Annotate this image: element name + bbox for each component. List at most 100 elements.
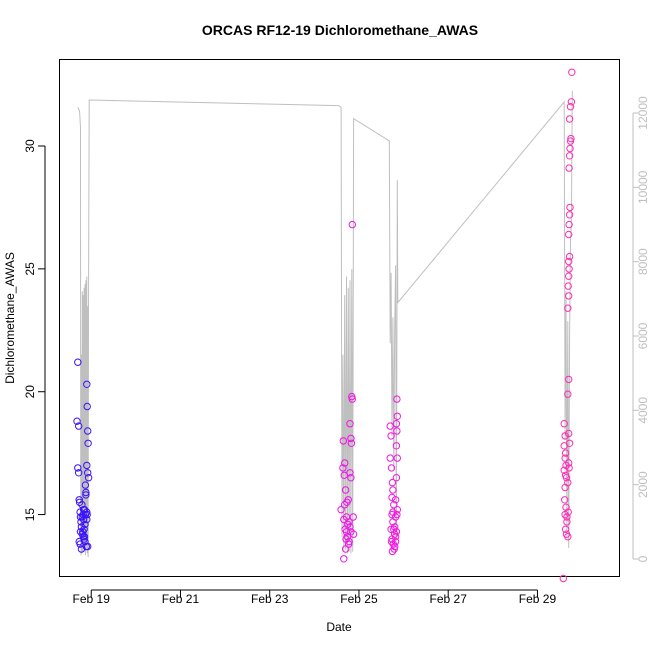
data-point bbox=[344, 496, 352, 504]
data-point bbox=[392, 442, 401, 450]
data-point bbox=[566, 103, 575, 111]
data-point bbox=[340, 555, 348, 563]
data-point bbox=[79, 528, 87, 536]
data-point bbox=[75, 422, 83, 430]
x-tick-label: Feb 21 bbox=[162, 592, 200, 606]
data-point bbox=[389, 508, 397, 516]
x-tick-label: Feb 23 bbox=[251, 592, 289, 606]
data-point bbox=[82, 488, 90, 497]
data-point bbox=[565, 292, 573, 300]
data-point bbox=[565, 272, 573, 280]
chart-title: ORCAS RF12-19 Dichloromethane_AWAS bbox=[202, 22, 478, 38]
data-point bbox=[393, 510, 401, 519]
data-point bbox=[559, 574, 567, 583]
y2-tick-label: 12000 bbox=[636, 96, 650, 130]
data-point bbox=[391, 496, 400, 504]
data-point bbox=[80, 535, 88, 543]
data-point bbox=[347, 434, 355, 443]
data-point bbox=[347, 439, 356, 447]
data-point bbox=[564, 478, 572, 487]
data-point bbox=[564, 304, 572, 312]
data-point bbox=[348, 395, 356, 403]
data-point bbox=[339, 437, 347, 445]
x-tick-label: Feb 27 bbox=[430, 592, 468, 606]
data-point bbox=[565, 257, 573, 266]
data-point bbox=[565, 115, 574, 123]
data-point bbox=[81, 481, 90, 489]
data-point bbox=[561, 449, 570, 457]
data-point bbox=[564, 533, 572, 541]
data-point bbox=[389, 486, 397, 494]
data-point bbox=[392, 474, 401, 482]
altitude-line bbox=[77, 90, 573, 558]
data-point bbox=[567, 134, 575, 143]
data-point bbox=[346, 420, 354, 428]
y-axis-right: 0 2000 4000 6000 8000 10000 12000 bbox=[632, 96, 650, 562]
data-point bbox=[84, 439, 92, 447]
data-point bbox=[81, 510, 90, 519]
data-point bbox=[345, 537, 353, 546]
data-point bbox=[560, 420, 568, 428]
x-tick-label: Feb 25 bbox=[340, 592, 378, 606]
data-point bbox=[565, 429, 573, 438]
data-point bbox=[565, 459, 573, 467]
data-point bbox=[565, 220, 573, 229]
data-point bbox=[393, 454, 401, 462]
data-point bbox=[567, 98, 576, 106]
data-point bbox=[74, 358, 82, 366]
data-point bbox=[83, 380, 91, 388]
data-point bbox=[563, 518, 571, 526]
data-point bbox=[561, 454, 569, 462]
data-point bbox=[390, 525, 398, 533]
y2-tick-label: 0 bbox=[636, 555, 650, 562]
data-point bbox=[345, 540, 353, 548]
data-point bbox=[565, 252, 574, 261]
data-point bbox=[565, 375, 573, 384]
y2-tick-label: 4000 bbox=[636, 397, 650, 424]
y-tick-label: 20 bbox=[23, 385, 37, 399]
x-tick-label: Feb 19 bbox=[73, 592, 111, 606]
data-point bbox=[565, 152, 574, 160]
data-point bbox=[74, 464, 82, 472]
data-point bbox=[563, 513, 571, 521]
plot-frame bbox=[59, 59, 620, 577]
data-point bbox=[388, 478, 397, 487]
data-point bbox=[564, 508, 572, 516]
data-point bbox=[562, 474, 571, 482]
y2-tick-label: 10000 bbox=[636, 170, 650, 204]
data-point bbox=[565, 211, 574, 219]
data-point bbox=[348, 220, 356, 229]
data-point bbox=[347, 474, 355, 482]
data-point bbox=[387, 464, 396, 472]
data-point bbox=[342, 528, 351, 536]
data-point bbox=[84, 427, 92, 435]
data-point bbox=[84, 474, 93, 482]
data-point bbox=[565, 164, 573, 172]
data-point bbox=[565, 230, 573, 239]
data-points-layer bbox=[73, 68, 576, 583]
data-point bbox=[386, 454, 394, 462]
data-point bbox=[82, 491, 90, 499]
x-tick-label: Feb 29 bbox=[519, 592, 557, 606]
data-point bbox=[565, 439, 574, 447]
data-point bbox=[84, 542, 92, 551]
data-point bbox=[78, 501, 86, 509]
x-axis: Feb 19 Feb 21 Feb 23 Feb 25 Feb 27 Feb 29 bbox=[73, 589, 557, 606]
data-point bbox=[75, 498, 84, 506]
data-point bbox=[562, 503, 570, 511]
data-point bbox=[346, 469, 354, 477]
y-tick-label: 25 bbox=[23, 262, 37, 276]
data-point bbox=[337, 506, 345, 514]
data-point bbox=[393, 395, 401, 403]
y-axis-left: 15 20 25 30 bbox=[23, 139, 46, 521]
data-point bbox=[79, 506, 88, 514]
data-point bbox=[344, 520, 352, 529]
data-point bbox=[390, 501, 398, 509]
data-point bbox=[561, 525, 570, 533]
data-point bbox=[75, 469, 83, 477]
data-point bbox=[391, 542, 399, 551]
data-point bbox=[81, 520, 89, 529]
data-point bbox=[83, 461, 91, 470]
data-point bbox=[566, 144, 574, 153]
